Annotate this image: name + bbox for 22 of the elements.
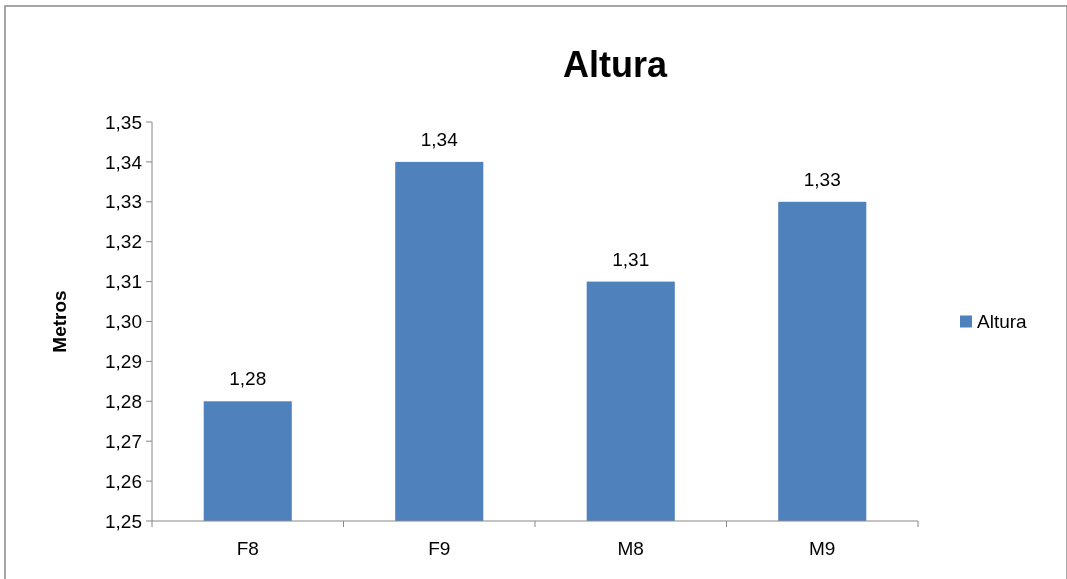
y-tick-label: 1,29 bbox=[105, 351, 142, 373]
chart-title: Altura bbox=[562, 44, 668, 85]
y-axis-title: Metros bbox=[49, 290, 70, 353]
y-tick-label: 1,26 bbox=[105, 470, 142, 492]
x-tick-label: F8 bbox=[236, 538, 259, 559]
y-tick-label: 1,31 bbox=[105, 271, 142, 293]
data-label: 1,28 bbox=[229, 368, 267, 390]
data-label: 1,34 bbox=[420, 128, 459, 150]
x-tick-label: M9 bbox=[809, 538, 836, 559]
y-tick-label: 1,34 bbox=[105, 151, 143, 173]
legend-label: Altura bbox=[977, 311, 1028, 333]
data-label: 1,31 bbox=[612, 248, 650, 270]
y-tick-label: 1,27 bbox=[105, 430, 142, 452]
y-tick-label: 1,35 bbox=[105, 111, 142, 133]
y-tick-label: 1,28 bbox=[105, 390, 142, 412]
x-tick-label: F9 bbox=[428, 538, 451, 559]
y-tick-label: 1,30 bbox=[105, 311, 142, 333]
x-tick-label: M8 bbox=[617, 538, 644, 559]
y-tick-label: 1,25 bbox=[105, 510, 142, 532]
y-tick-label: 1,32 bbox=[105, 231, 142, 253]
data-label: 1,33 bbox=[803, 168, 841, 190]
y-tick-label: 1,33 bbox=[105, 191, 142, 213]
